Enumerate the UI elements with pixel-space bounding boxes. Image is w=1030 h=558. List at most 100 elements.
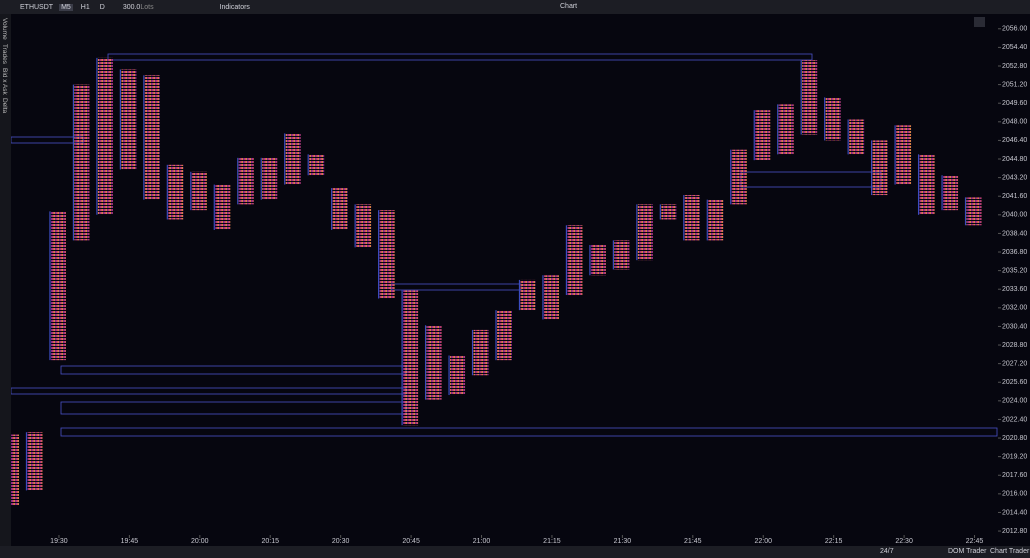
y-tick-label: 2036.80 (1002, 249, 1027, 256)
y-tick-label: 2020.80 (1002, 435, 1027, 442)
y-tick-label: 2051.20 (1002, 81, 1027, 88)
volume-profile (614, 240, 630, 270)
y-tick-label: 2014.40 (1002, 509, 1027, 516)
y-tick-label: 2033.60 (1002, 286, 1027, 293)
volume-profile (309, 154, 325, 176)
volume-profile (426, 325, 442, 400)
volume-profile (849, 119, 865, 155)
volume-profile (97, 57, 113, 215)
dom-trader-button[interactable]: DOM Trader (948, 548, 987, 555)
y-tick-label: 2017.60 (1002, 472, 1027, 479)
volume-profile (168, 164, 184, 220)
volume-profile (262, 157, 278, 200)
volume-profile (872, 140, 888, 196)
volume-profile (825, 97, 841, 141)
timeframe[interactable]: D (99, 3, 105, 11)
volume-profile (896, 125, 912, 185)
y-tick-label: 2056.00 (1002, 26, 1027, 33)
side-tab[interactable]: Trades (1, 43, 8, 64)
volume-profile (637, 204, 653, 261)
y-tick-label: 2048.00 (1002, 119, 1027, 126)
y-tick-label: 2019.20 (1002, 453, 1027, 460)
lots-value[interactable]: 300.0 (122, 3, 141, 11)
volume-profile (684, 195, 700, 241)
scroll-end-button[interactable] (974, 17, 985, 27)
volume-profile (731, 149, 747, 205)
symbol[interactable]: ETHUSDT (20, 3, 54, 11)
volume-profile (379, 210, 395, 299)
volume-profile (778, 104, 794, 155)
y-tick-label: 2032.00 (1002, 305, 1027, 312)
y-tick-label: 2043.20 (1002, 174, 1027, 181)
y-tick-label: 2030.40 (1002, 323, 1027, 330)
toolbar: ETHUSDT M5 H1 D 300.0 Lots Indicators Ch… (0, 0, 1030, 14)
y-tick-label: 2044.80 (1002, 156, 1027, 163)
volume-profile (520, 279, 536, 311)
volume-profile (215, 184, 231, 230)
volume-profile (473, 329, 489, 376)
y-tick-label: 2049.60 (1002, 100, 1027, 107)
x-tick-label: 20:00 (191, 538, 209, 545)
volume-profile (27, 432, 43, 491)
volume-profile (590, 245, 606, 276)
chart: 2056.00 2054.40 2052.80 2051.20 2049.60 2048.… (11, 14, 1030, 546)
y-tick-label: 2028.80 (1002, 342, 1027, 349)
y-tick-label: 2024.00 (1002, 398, 1027, 405)
volume-profile (50, 211, 66, 361)
y-tick-label: 2052.80 (1002, 63, 1027, 70)
y-tick-label: 2041.60 (1002, 193, 1027, 200)
side-tabs: Volume Trades Bid x Ask Delta (0, 14, 11, 546)
x-tick-label: 21:30 (614, 538, 632, 545)
volume-profile (802, 60, 818, 135)
y-tick-label: 2025.60 (1002, 379, 1027, 386)
volume-profile (285, 133, 301, 185)
x-tick-label: 22:30 (895, 538, 913, 545)
y-tick-label: 2038.40 (1002, 230, 1027, 237)
volume-profile (403, 290, 419, 426)
volume-profile (121, 69, 137, 170)
y-tick-label: 2022.40 (1002, 416, 1027, 423)
x-tick-label: 21:45 (684, 538, 702, 545)
status-bar: 24/7 DOM Trader Chart Trader (0, 546, 1030, 558)
y-tick-label: 2012.80 (1002, 528, 1027, 535)
volume-profile (708, 199, 724, 241)
volume-profile (450, 355, 466, 396)
chart-trader-button[interactable]: Chart Trader (990, 548, 1030, 555)
x-tick-label: 22:00 (754, 538, 772, 545)
volume-profile (919, 154, 935, 215)
y-tick-label: 2054.40 (1002, 44, 1027, 51)
x-tick-label: 20:15 (261, 538, 279, 545)
volume-profile (191, 171, 207, 211)
side-tab[interactable]: Delta (1, 98, 8, 114)
indicators-button[interactable]: Indicators (219, 3, 250, 11)
volume-profile (356, 204, 372, 248)
session[interactable]: 24/7 (880, 548, 894, 555)
volume-profile (144, 75, 160, 200)
window-title: Chart (560, 3, 578, 10)
price-axis (998, 14, 1030, 546)
volume-profile (238, 157, 254, 205)
volume-profile (755, 110, 771, 161)
y-tick-label: 2016.00 (1002, 491, 1027, 498)
volume-profile (966, 197, 982, 226)
y-tick-label: 2046.40 (1002, 137, 1027, 144)
lots-unit: Lots (140, 3, 154, 11)
x-tick-label: 21:15 (543, 538, 561, 545)
side-tab[interactable]: Bid x Ask (1, 67, 8, 95)
timeframe[interactable]: M5 (59, 3, 73, 11)
x-tick-label: 21:00 (473, 538, 491, 545)
volume-profile (543, 275, 559, 320)
x-tick-label: 20:30 (332, 538, 350, 545)
volume-profile (11, 434, 19, 506)
y-tick-label: 2040.00 (1002, 212, 1027, 219)
timeframe[interactable]: H1 (80, 3, 90, 11)
y-tick-label: 2027.20 (1002, 360, 1027, 367)
side-tab[interactable]: Volume (1, 18, 8, 40)
y-tick-label: 2035.20 (1002, 267, 1027, 274)
x-tick-label: 22:15 (825, 538, 843, 545)
volume-profile (332, 188, 348, 230)
volume-profile (661, 204, 677, 220)
volume-profile (74, 84, 90, 241)
x-tick-label: 19:30 (50, 538, 68, 545)
volume-profile (567, 225, 583, 296)
